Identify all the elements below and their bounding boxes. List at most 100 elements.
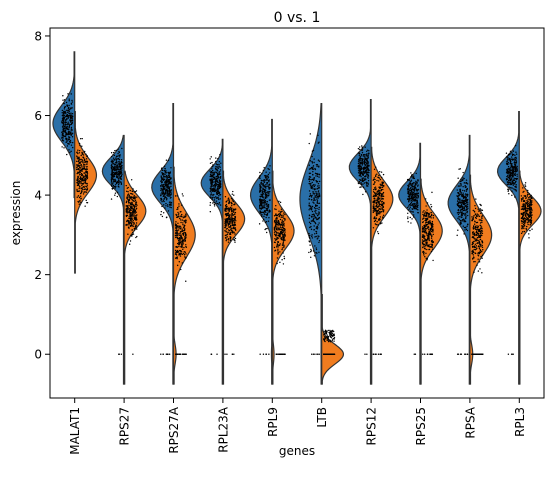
- jitter-point: [213, 171, 216, 173]
- jitter-point: [460, 183, 462, 185]
- jitter-point: [180, 239, 182, 241]
- jitter-point: [366, 169, 368, 171]
- jitter-point: [259, 204, 261, 206]
- jitter-point: [129, 189, 131, 192]
- jitter-point: [318, 180, 321, 183]
- jitter-point: [121, 164, 123, 167]
- jitter-point: [361, 149, 363, 151]
- jitter-point: [265, 216, 267, 219]
- jitter-point: [216, 192, 218, 194]
- jitter-point: [416, 202, 418, 204]
- jitter-point: [417, 184, 419, 186]
- jitter-point: [182, 241, 184, 244]
- jitter-point: [314, 184, 316, 186]
- jitter-point: [181, 237, 183, 239]
- jitter-point: [514, 174, 517, 177]
- jitter-point: [481, 215, 484, 217]
- jitter-point: [264, 185, 267, 188]
- jitter-point: [476, 238, 478, 241]
- jitter-point: [358, 171, 361, 173]
- jitter-point: [416, 189, 418, 192]
- jitter-point: [180, 204, 183, 206]
- jitter-point: [379, 198, 381, 200]
- jitter-point: [78, 196, 81, 199]
- jitter-point: [425, 198, 427, 200]
- jitter-point: [279, 213, 282, 216]
- jitter-point: [363, 159, 366, 162]
- jitter-point: [475, 248, 477, 251]
- jitter-point: [112, 184, 115, 187]
- jitter-point: [66, 123, 68, 126]
- jitter-point: [281, 210, 283, 213]
- jitter-point: [459, 199, 461, 202]
- jitter-point: [465, 194, 467, 196]
- jitter-point: [219, 180, 221, 182]
- jitter-point: [211, 198, 213, 200]
- jitter-point: [424, 219, 426, 222]
- jitter-point: [211, 178, 213, 180]
- jitter-point: [230, 208, 232, 210]
- jitter-point: [161, 169, 164, 172]
- jitter-point: [309, 133, 311, 135]
- jitter-point: [211, 181, 213, 183]
- jitter-point: [318, 235, 320, 238]
- jitter-point: [372, 205, 374, 207]
- jitter-point: [318, 241, 320, 244]
- jitter-point: [278, 200, 280, 203]
- jitter-point: [512, 172, 514, 174]
- jitter-point: [510, 168, 512, 170]
- jitter-point: [363, 161, 365, 163]
- jitter-point: [185, 353, 187, 355]
- jitter-point: [458, 201, 461, 203]
- jitter-point: [85, 158, 88, 160]
- jitter-point: [312, 220, 314, 222]
- jitter-point: [76, 190, 78, 192]
- jitter-point: [184, 353, 186, 355]
- jitter-point: [273, 215, 276, 217]
- jitter-point: [410, 176, 412, 178]
- jitter-point: [276, 215, 278, 217]
- jitter-point: [422, 227, 425, 230]
- jitter-point: [365, 175, 367, 177]
- jitter-point: [477, 225, 479, 228]
- jitter-point: [457, 198, 460, 201]
- jitter-point: [118, 160, 120, 163]
- jitter-point: [215, 196, 217, 198]
- jitter-point: [116, 191, 119, 194]
- jitter-point: [209, 190, 212, 192]
- jitter-point: [467, 224, 469, 226]
- jitter-point: [71, 136, 74, 138]
- jitter-point: [216, 177, 219, 180]
- jitter-point: [265, 194, 267, 197]
- jitter-point: [178, 254, 180, 256]
- jitter-point: [417, 212, 419, 214]
- jitter-point: [466, 188, 468, 191]
- jitter-point: [216, 353, 218, 355]
- jitter-point: [181, 219, 184, 221]
- jitter-point: [182, 227, 185, 229]
- jitter-point: [133, 198, 136, 200]
- jitter-point: [382, 191, 385, 194]
- jitter-point: [114, 187, 116, 189]
- jitter-point: [84, 205, 86, 207]
- jitter-point: [265, 209, 267, 212]
- jitter-point: [65, 109, 68, 111]
- jitter-point: [474, 213, 477, 215]
- jitter-point: [164, 189, 167, 192]
- jitter-point: [165, 184, 167, 186]
- jitter-point: [313, 213, 315, 215]
- jitter-point: [118, 155, 120, 157]
- jitter-point: [330, 353, 333, 355]
- jitter-point: [170, 196, 172, 199]
- jitter-point: [118, 182, 120, 184]
- jitter-point: [112, 168, 114, 170]
- jitter-point: [360, 161, 362, 163]
- jitter-point: [212, 164, 214, 166]
- jitter-point: [516, 165, 518, 168]
- jitter-point: [77, 152, 79, 155]
- jitter-point: [76, 164, 78, 166]
- jitter-point: [164, 168, 166, 170]
- jitter-point: [374, 205, 376, 207]
- jitter-point: [477, 208, 479, 210]
- jitter-point: [326, 330, 328, 332]
